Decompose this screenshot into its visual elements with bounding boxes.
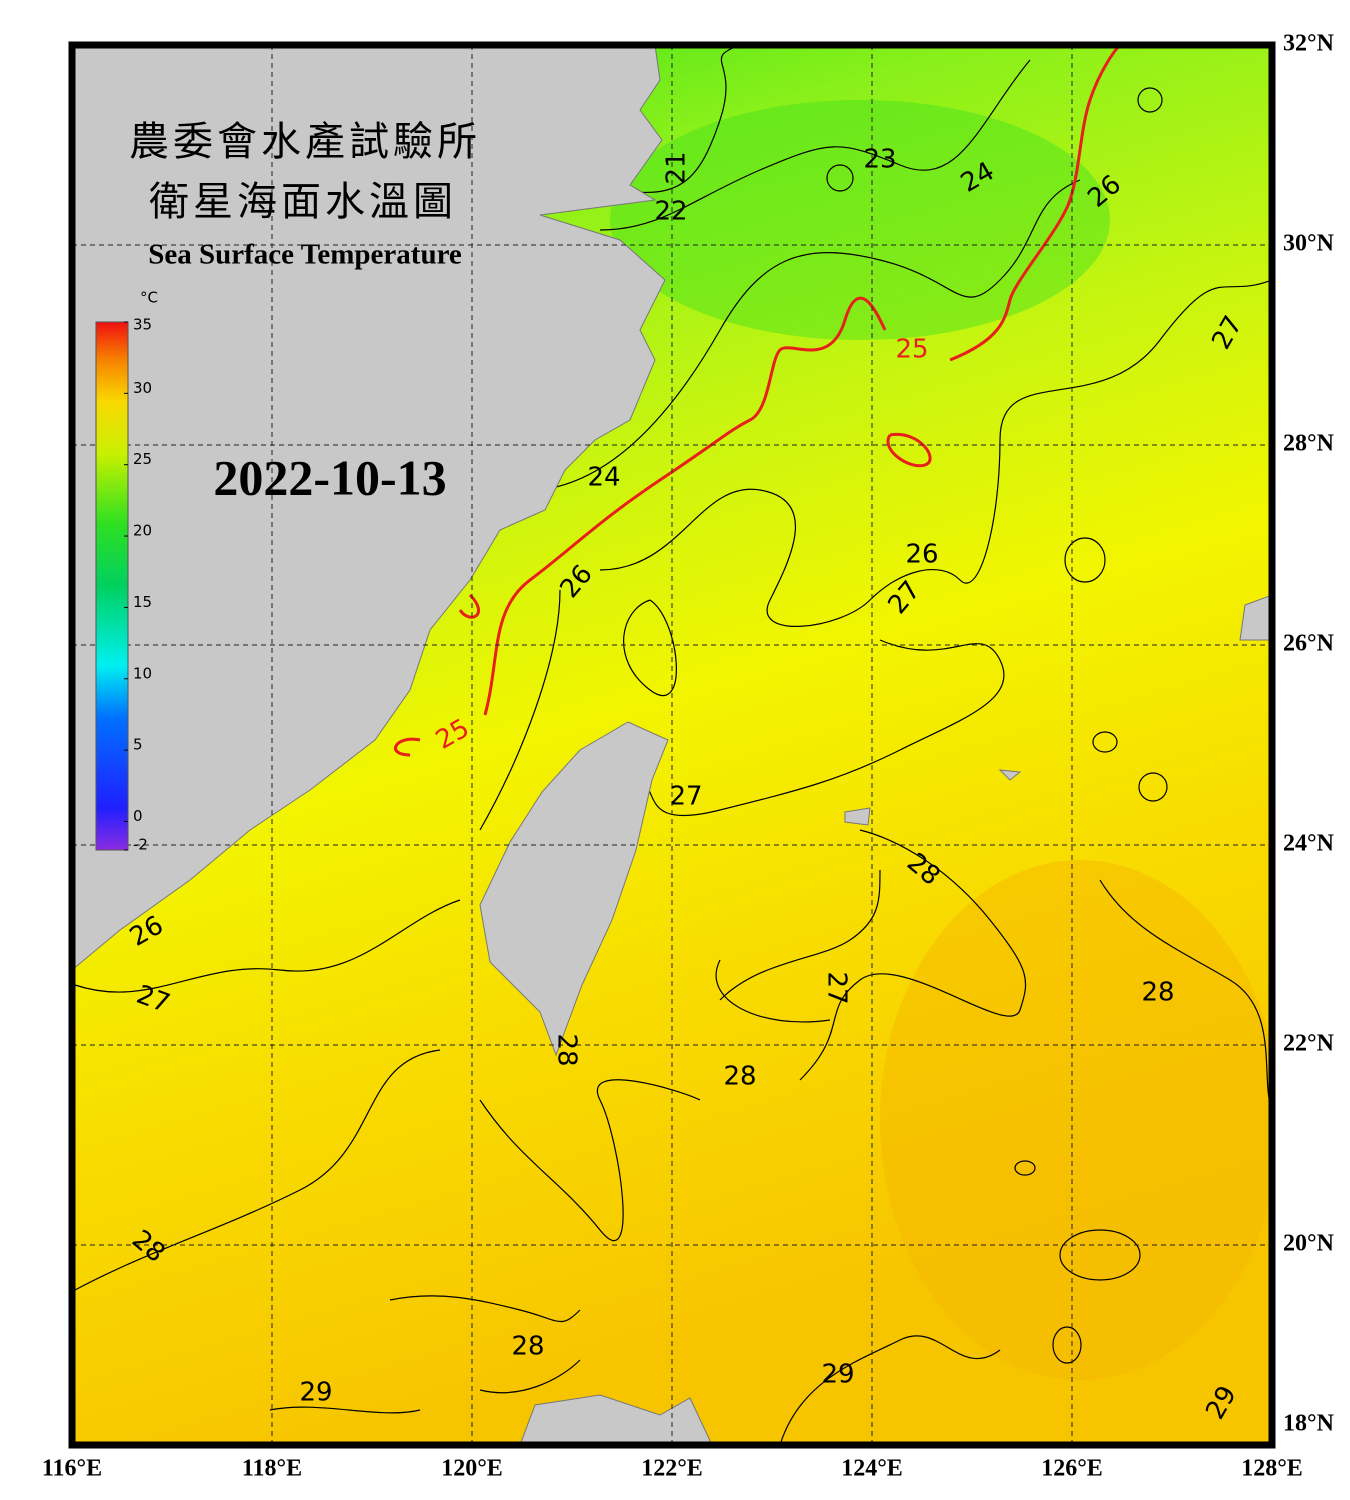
colorbar-tick-label: 0 (133, 807, 143, 825)
x-tick-label: 118°E (242, 1456, 302, 1482)
land (72, 45, 1272, 1445)
y-tick-label: 22°N (1283, 1031, 1335, 1057)
colorbar-tick-label: 25 (133, 450, 152, 468)
y-tick-label: 26°N (1283, 631, 1335, 657)
warm-patch (880, 860, 1272, 1380)
x-tick-label: 124°E (841, 1456, 903, 1482)
x-tick-label: 116°E (42, 1456, 102, 1482)
y-tick-label: 20°N (1283, 1231, 1335, 1257)
contour-label: 28 (723, 1062, 756, 1092)
isotherms (74, 45, 1272, 1445)
y-tick-label: 30°N (1283, 231, 1335, 257)
colorbar-tick-label: 5 (133, 736, 143, 754)
title-en: Sea Surface Temperature (148, 239, 462, 271)
date: 2022-10-13 (213, 449, 446, 505)
grid (72, 45, 1272, 1445)
contour-label: 29 (299, 1378, 332, 1408)
colorbar-ticks: 35 30 25 20 15 10 5 0 -2 (124, 316, 152, 854)
contour-label: 25 (895, 335, 928, 365)
contour-label: 28 (552, 1033, 582, 1066)
contour-label: 29 (821, 1360, 854, 1390)
contour-label: 23 (863, 145, 896, 175)
contour-label: 28 (1141, 978, 1174, 1008)
contour-label: 21 (662, 151, 692, 184)
colorbar-tick-label: -2 (133, 836, 148, 854)
colorbar-tick-label: 10 (133, 664, 152, 682)
y-tick-label: 18°N (1283, 1411, 1335, 1437)
contour-label: 24 (587, 463, 620, 493)
y-tick-label: 32°N (1283, 31, 1335, 57)
highlight-isotherms (394, 45, 1122, 757)
map-frame (68, 41, 1276, 1449)
x-tick-label: 122°E (641, 1456, 703, 1482)
contour-label: 22 (654, 197, 687, 227)
colorbar-tick-label: 20 (133, 522, 152, 540)
x-tick-label: 120°E (441, 1456, 503, 1482)
contour-label: 28 (511, 1332, 544, 1362)
colorbar-unit: °C (140, 289, 158, 307)
cool-patch (610, 100, 1110, 340)
colorbar-tick-label: 30 (133, 379, 152, 397)
colorbar-tick-label: 15 (133, 593, 152, 611)
y-tick-label: 28°N (1283, 431, 1335, 457)
contour-label: 26 (905, 540, 938, 570)
x-tick-label: 126°E (1041, 1456, 1103, 1482)
colorbar (95, 321, 129, 851)
y-tick-label: 24°N (1283, 831, 1335, 857)
axis-labels: 116°E 118°E 120°E 122°E 124°E 126°E 128°E 32°N 3… (42, 31, 1335, 1482)
title-zh-1: 農委會水產試驗所 (129, 119, 481, 165)
x-tick-label: 128°E (1241, 1456, 1303, 1482)
colorbar-tick-label: 35 (133, 316, 152, 334)
title-zh-2: 衛星海面水溫圖 (149, 179, 457, 225)
contour-label: 27 (822, 971, 852, 1004)
contour-label: 27 (669, 782, 702, 812)
